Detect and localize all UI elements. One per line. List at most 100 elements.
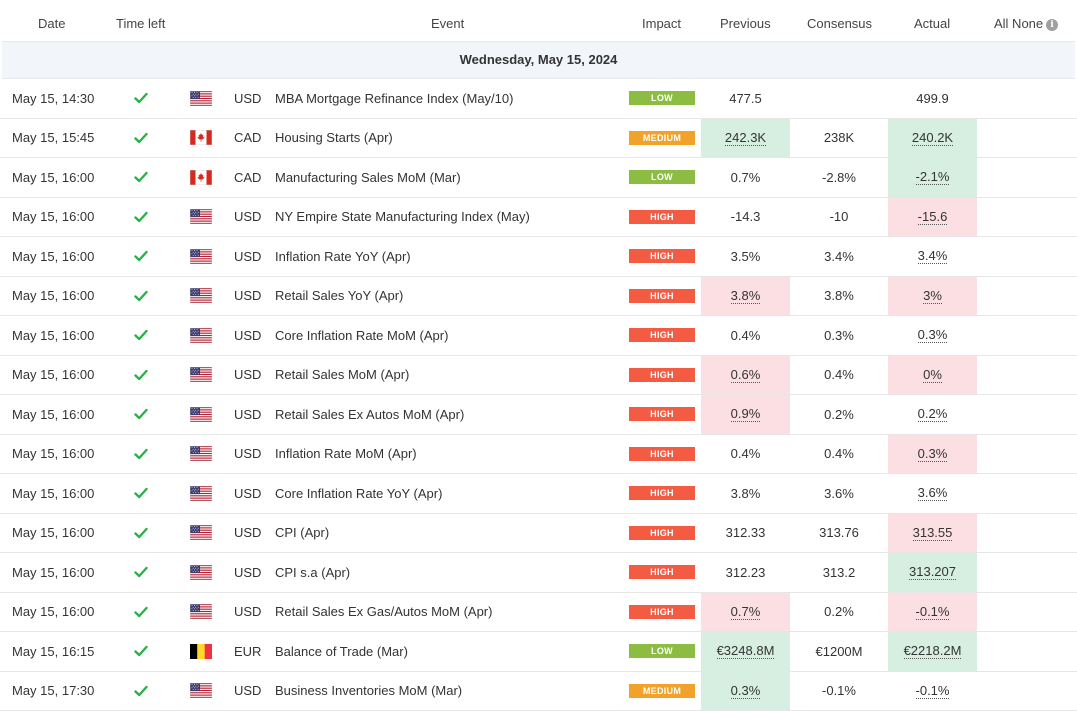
table-header: Date Time left Event Impact Previous Con… [0, 0, 1077, 48]
consensus-value: 0.2% [824, 604, 854, 620]
table-row[interactable]: May 15, 16:00 USD Core Inflation Rate Mo… [0, 316, 1077, 356]
consensus-cell: 238K [793, 119, 885, 158]
col-time-left[interactable]: Time left [116, 16, 166, 31]
previous-cell: 0.3% [701, 671, 790, 710]
table-row[interactable]: May 15, 16:00 USD CPI s.a (Apr) HIGH 312… [0, 553, 1077, 593]
consensus-cell: -10 [793, 198, 885, 237]
impact-badge: HIGH [629, 486, 695, 501]
released-check-icon [126, 395, 156, 434]
consensus-cell: -0.1% [793, 672, 885, 711]
flag-us-icon [190, 395, 212, 434]
table-row[interactable]: May 15, 16:15 EUR Balance of Trade (Mar)… [0, 632, 1077, 672]
consensus-cell: 0.2% [793, 395, 885, 434]
impact-badge: LOW [629, 644, 695, 659]
previous-value: 3.5% [730, 248, 761, 264]
table-row[interactable]: May 15, 15:45 CAD Housing Starts (Apr) M… [0, 118, 1077, 158]
event-name[interactable]: Business Inventories MoM (Mar) [275, 683, 463, 699]
col-previous[interactable]: Previous [720, 16, 771, 31]
event-name[interactable]: Core Inflation Rate YoY (Apr) [275, 485, 443, 501]
event-name[interactable]: Balance of Trade (Mar) [275, 643, 408, 659]
previous-cell: 0.4% [701, 316, 790, 355]
col-event[interactable]: Event [431, 16, 465, 31]
table-row[interactable]: May 15, 16:00 USD NY Empire State Manufa… [0, 197, 1077, 237]
impact-badge: HIGH [629, 565, 695, 580]
all-none-label[interactable]: All None [994, 16, 1044, 31]
previous-cell: 312.33 [701, 514, 790, 553]
event-date: May 15, 16:00 [12, 209, 95, 225]
impact-cell: HIGH [629, 514, 695, 553]
table-row[interactable]: May 15, 14:30 USD MBA Mortgage Refinance… [0, 79, 1077, 119]
event-date: May 15, 16:00 [12, 564, 95, 580]
table-row[interactable]: May 15, 16:00 USD CPI (Apr) HIGH 312.33 … [0, 513, 1077, 553]
impact-badge: HIGH [629, 209, 695, 224]
event-name[interactable]: CPI (Apr) [275, 525, 330, 541]
info-icon[interactable]: i [1046, 19, 1059, 31]
table-row[interactable]: May 15, 16:00 USD Inflation Rate YoY (Ap… [0, 237, 1077, 277]
actual-cell: 240.2K [888, 118, 977, 157]
event-name[interactable]: Core Inflation Rate MoM (Apr) [275, 327, 449, 343]
table-row[interactable]: May 15, 16:00 CAD Manufacturing Sales Mo… [0, 158, 1077, 198]
event-date: May 15, 16:00 [12, 327, 95, 343]
event-name[interactable]: MBA Mortgage Refinance Index (May/10) [275, 90, 514, 106]
event-name[interactable]: Retail Sales MoM (Apr) [275, 367, 410, 383]
col-consensus[interactable]: Consensus [807, 16, 873, 31]
table-row[interactable]: May 15, 16:00 USD Core Inflation Rate Yo… [0, 474, 1077, 514]
consensus-value: -10 [829, 209, 849, 225]
impact-cell: HIGH [629, 435, 695, 474]
currency: USD [234, 604, 262, 620]
impact-badge: HIGH [629, 367, 695, 382]
all-none-toggle[interactable]: All None i [994, 0, 1059, 48]
previous-value: 0.9% [730, 406, 761, 423]
currency: USD [234, 209, 262, 225]
event-name[interactable]: Inflation Rate YoY (Apr) [275, 248, 411, 264]
table-row[interactable]: May 15, 17:30 USD Business Inventories M… [0, 671, 1077, 711]
actual-value: -15.6 [917, 208, 948, 225]
impact-badge: HIGH [629, 407, 695, 422]
table-row[interactable]: May 15, 16:00 USD Retail Sales Ex Autos … [0, 395, 1077, 435]
event-date: May 15, 16:00 [12, 288, 95, 304]
event-name[interactable]: Retail Sales Ex Gas/Autos MoM (Apr) [275, 604, 493, 620]
impact-cell: HIGH [629, 593, 695, 632]
col-impact[interactable]: Impact [642, 16, 682, 31]
impact-cell: HIGH [629, 237, 695, 276]
table-row[interactable]: May 15, 16:00 USD Inflation Rate MoM (Ap… [0, 434, 1077, 474]
event-date: May 15, 16:00 [12, 604, 95, 620]
currency: USD [234, 683, 262, 699]
previous-value: 0.3% [730, 682, 761, 699]
released-check-icon [126, 553, 156, 592]
event-name[interactable]: Retail Sales Ex Autos MoM (Apr) [275, 406, 465, 422]
event-name[interactable]: Manufacturing Sales MoM (Mar) [275, 169, 461, 185]
currency: CAD [234, 169, 262, 185]
actual-cell: 0.2% [888, 395, 977, 434]
table-row[interactable]: May 15, 16:00 USD Retail Sales YoY (Apr)… [0, 276, 1077, 316]
previous-value: €3248.8M [716, 643, 775, 660]
flag-be-icon [190, 632, 212, 671]
event-name[interactable]: Inflation Rate MoM (Apr) [275, 446, 417, 462]
previous-value: 312.33 [725, 525, 766, 541]
event-name[interactable]: Retail Sales YoY (Apr) [275, 288, 404, 304]
event-date: May 15, 14:30 [12, 90, 95, 106]
col-actual[interactable]: Actual [914, 16, 951, 31]
previous-cell: 3.8% [701, 474, 790, 513]
actual-value: -0.1% [915, 603, 950, 620]
event-name[interactable]: NY Empire State Manufacturing Index (May… [275, 209, 530, 225]
event-date: May 15, 16:00 [12, 485, 95, 501]
event-name[interactable]: CPI s.a (Apr) [275, 564, 351, 580]
previous-value: 0.6% [730, 366, 761, 383]
table-row[interactable]: May 15, 16:00 USD Retail Sales MoM (Apr)… [0, 355, 1077, 395]
consensus-cell: 0.4% [793, 356, 885, 395]
event-name[interactable]: Housing Starts (Apr) [275, 130, 393, 146]
table-row[interactable]: May 15, 16:00 USD Retail Sales Ex Gas/Au… [0, 592, 1077, 632]
consensus-cell [793, 79, 885, 118]
currency: USD [234, 485, 262, 501]
col-date[interactable]: Date [38, 16, 66, 31]
previous-cell: 3.8% [701, 276, 790, 315]
released-check-icon [126, 119, 156, 158]
impact-cell: LOW [629, 632, 695, 671]
released-check-icon [126, 356, 156, 395]
consensus-value: 313.2 [822, 564, 856, 580]
previous-value: 3.8% [730, 485, 761, 501]
event-date: May 15, 16:00 [12, 367, 95, 383]
previous-value: 0.4% [730, 327, 761, 343]
